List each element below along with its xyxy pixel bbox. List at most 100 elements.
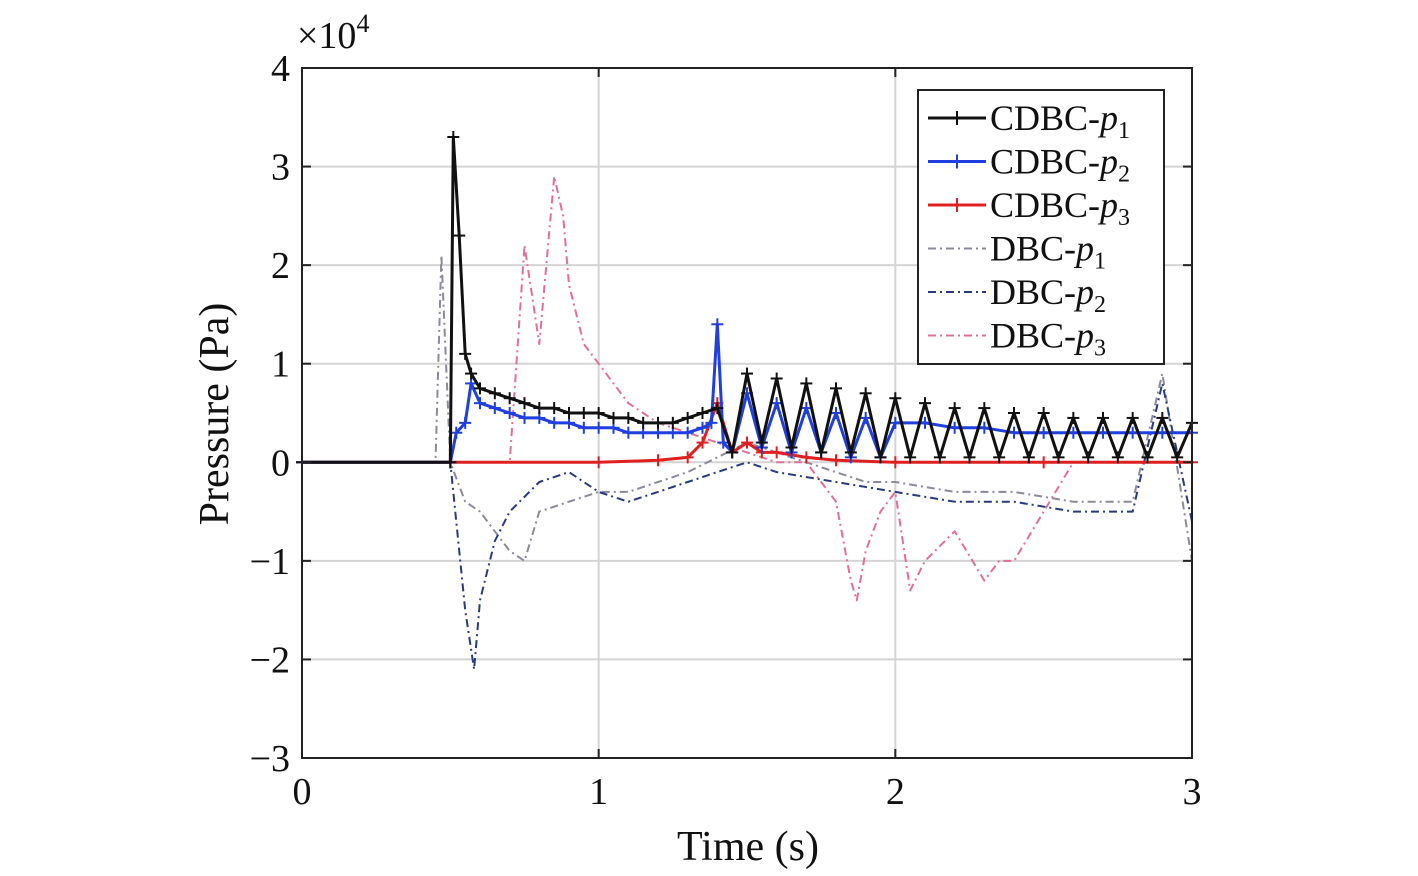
y-tick-label: 0 xyxy=(271,442,290,484)
data-point xyxy=(874,451,887,464)
data-point xyxy=(1037,456,1050,469)
series-line-cdbc-p2 xyxy=(302,322,1192,464)
x-tick-label: 2 xyxy=(886,771,905,813)
data-point xyxy=(548,402,561,415)
data-point xyxy=(592,421,605,434)
data-point xyxy=(577,421,590,434)
data-point xyxy=(800,377,813,390)
data-point xyxy=(919,397,931,410)
data-point xyxy=(755,436,768,449)
data-point xyxy=(696,407,709,419)
data-point xyxy=(696,421,709,434)
tick-labels: 0 1 2 3 −3 −2 −1 0 1 2 3 4 xyxy=(250,48,1202,813)
data-point xyxy=(1082,451,1095,464)
data-point xyxy=(859,387,872,400)
data-point xyxy=(963,451,976,464)
data-point xyxy=(830,454,842,467)
series-line-cdbc-p3 xyxy=(302,401,1192,464)
data-point xyxy=(577,407,590,419)
data-point xyxy=(844,446,857,459)
data-point xyxy=(666,416,679,429)
data-point xyxy=(503,392,516,405)
legend-label: DBC-p1 xyxy=(990,229,1106,275)
data-point xyxy=(474,382,486,395)
y-tick-label: −3 xyxy=(250,738,290,780)
data-point xyxy=(904,451,917,464)
data-point xyxy=(503,407,516,419)
y-tick-label: 2 xyxy=(271,245,290,287)
data-point xyxy=(681,451,694,464)
data-point xyxy=(1008,407,1020,419)
data-point xyxy=(474,397,486,410)
data-point xyxy=(592,456,605,469)
series-line-dbc-p2 xyxy=(302,382,1193,671)
data-point xyxy=(1111,451,1124,464)
data-point xyxy=(770,446,783,459)
data-point xyxy=(465,367,478,380)
data-point xyxy=(450,426,463,439)
data-point xyxy=(592,407,605,419)
plot-frame xyxy=(301,67,1193,759)
data-point xyxy=(459,416,472,429)
data-point xyxy=(978,421,991,434)
x-axis-label: Time (s) xyxy=(677,824,819,870)
y-exponent-label: ×104 xyxy=(297,9,369,57)
data-point xyxy=(830,407,842,419)
data-point xyxy=(1008,426,1020,439)
data-point xyxy=(622,426,635,439)
series-layer xyxy=(296,131,1198,671)
legend-label: DBC-p2 xyxy=(990,272,1106,318)
data-point xyxy=(978,402,991,415)
data-point xyxy=(741,367,753,380)
data-point xyxy=(622,411,635,424)
legend-label: CDBC-p1 xyxy=(990,98,1130,144)
y-tick-label: −1 xyxy=(250,541,290,583)
data-point xyxy=(696,436,709,449)
data-point xyxy=(444,456,457,469)
data-point xyxy=(652,416,664,429)
data-point xyxy=(785,441,798,454)
data-point xyxy=(800,451,813,464)
data-point xyxy=(1022,451,1035,464)
y-tick-label: 1 xyxy=(271,344,290,386)
data-point xyxy=(830,382,842,395)
data-point xyxy=(548,416,561,429)
data-point xyxy=(453,229,466,242)
legend-box xyxy=(917,89,1165,365)
data-point xyxy=(533,402,546,415)
x-tick-label: 3 xyxy=(1183,771,1202,813)
data-point xyxy=(705,416,718,429)
data-point xyxy=(488,402,501,415)
y-tick-label: 3 xyxy=(271,147,290,189)
data-point xyxy=(1171,451,1184,464)
data-point xyxy=(563,407,575,419)
data-point xyxy=(518,411,531,424)
data-point xyxy=(993,451,1006,464)
x-tick-label: 0 xyxy=(293,771,312,813)
data-point xyxy=(518,397,531,410)
data-point xyxy=(607,411,620,424)
data-point xyxy=(948,421,961,434)
data-point xyxy=(889,392,902,405)
data-point xyxy=(1141,451,1154,464)
data-point xyxy=(770,372,783,385)
legend-label: CDBC-p2 xyxy=(990,142,1130,188)
series-line-dbc-p1 xyxy=(302,254,1193,562)
data-point xyxy=(681,426,694,439)
data-point xyxy=(1097,411,1109,424)
tick-marks xyxy=(301,67,1193,759)
data-point xyxy=(447,131,460,143)
data-point xyxy=(859,411,872,424)
y-tick-label: −2 xyxy=(250,639,290,681)
data-point xyxy=(488,387,501,400)
y-axis-label: Pressure (Pa) xyxy=(192,303,238,526)
data-point xyxy=(711,318,724,331)
legend-label: CDBC-p3 xyxy=(990,185,1130,231)
data-point xyxy=(889,456,902,469)
x-tick-label: 1 xyxy=(589,771,608,813)
data-point xyxy=(1037,426,1050,439)
data-point xyxy=(741,436,753,449)
data-point xyxy=(717,436,730,449)
